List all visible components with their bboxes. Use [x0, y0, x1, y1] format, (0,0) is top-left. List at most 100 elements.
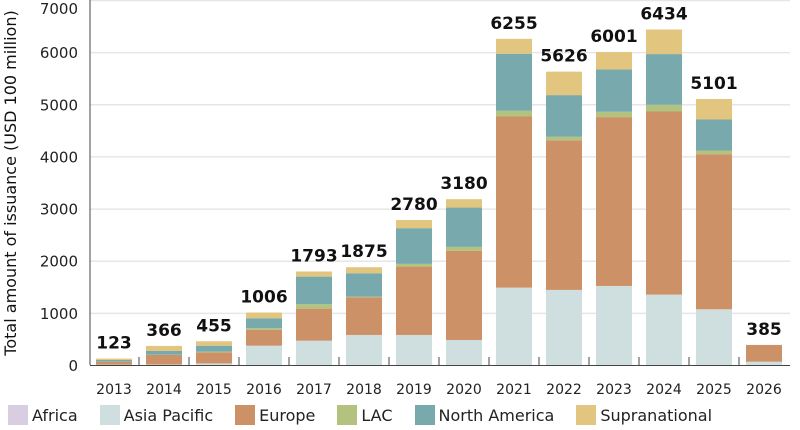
bar-asia-pacific: [596, 285, 632, 365]
bar-lac: [496, 110, 532, 117]
legend-item: Asia Pacific: [99, 405, 214, 425]
x-tick-label: 2014: [146, 382, 182, 398]
bar-asia-pacific: [146, 364, 182, 365]
bar-supranational: [296, 271, 332, 277]
x-tick-label: 2013: [96, 382, 132, 398]
x-tick-label: 2022: [546, 382, 582, 398]
legend: Africa Asia Pacific Europe LAC North America…: [8, 405, 734, 425]
bar-supranational: [246, 312, 282, 319]
bar-europe: [546, 140, 582, 290]
bar-europe: [446, 250, 482, 340]
total-label: 6255: [490, 14, 537, 34]
x-tick-label: 2021: [496, 382, 532, 398]
y-axis-title: Total amount of issuance (USD 100 millio…: [1, 10, 20, 356]
total-label: 123: [96, 334, 132, 354]
bar-supranational: [446, 199, 482, 208]
total-label: 5626: [540, 47, 587, 67]
bar-supranational: [146, 345, 182, 351]
bar-north-america: [346, 273, 382, 297]
bar-supranational: [696, 99, 732, 120]
bar-asia-pacific: [446, 339, 482, 365]
bar-europe: [196, 352, 232, 364]
total-label: 3180: [440, 174, 487, 194]
bar-north-america: [646, 54, 682, 105]
bar-lac: [646, 104, 682, 112]
bar-asia-pacific: [396, 334, 432, 365]
total-label: 6001: [590, 27, 637, 47]
x-tick-label: 2023: [596, 382, 632, 398]
legend-item: Europe: [235, 405, 315, 425]
bar-lac: [296, 304, 332, 309]
bar-supranational: [546, 71, 582, 96]
y-tick-label: 0: [68, 357, 78, 375]
bar-north-america: [146, 350, 182, 355]
legend-label: Europe: [259, 405, 316, 425]
legend-item: LAC: [337, 405, 393, 425]
bar-asia-pacific: [496, 287, 532, 365]
bar-lac: [596, 111, 632, 118]
y-tick-label: 4000: [40, 148, 78, 166]
bar-asia-pacific: [346, 334, 382, 365]
bar-europe: [596, 117, 632, 286]
y-tick-label: 6000: [40, 44, 78, 62]
bar-supranational: [346, 267, 382, 274]
bar-north-america: [246, 318, 282, 329]
total-label: 455: [196, 316, 232, 336]
total-label: 1006: [240, 288, 287, 308]
y-tick-label: 2000: [40, 253, 78, 271]
bar-europe: [296, 308, 332, 341]
bar-europe: [746, 344, 782, 362]
bar-europe: [396, 266, 432, 335]
bars: [96, 29, 782, 365]
bar-lac: [546, 136, 582, 141]
legend-swatch: [8, 405, 28, 425]
legend-label: Asia Pacific: [123, 405, 214, 425]
bar-europe: [146, 354, 182, 365]
bar-supranational: [96, 358, 132, 360]
x-tick-label: 2016: [246, 382, 282, 398]
bar-north-america: [196, 345, 232, 352]
legend-swatch: [576, 405, 597, 425]
legend-swatch: [235, 405, 256, 425]
bar-lac: [346, 296, 382, 298]
bar-europe: [696, 154, 732, 310]
bar-asia-pacific: [196, 363, 232, 365]
bar-supranational: [496, 38, 532, 54]
legend-item: Africa: [8, 405, 78, 425]
x-tick-label: 2019: [396, 382, 432, 398]
x-tick-label: 2018: [346, 382, 382, 398]
legend-label: North America: [438, 405, 555, 425]
x-tick-label: 2017: [296, 382, 332, 398]
total-label: 6434: [640, 5, 687, 25]
bar-supranational: [596, 52, 632, 70]
bar-supranational: [646, 29, 682, 55]
bar-supranational: [196, 341, 232, 346]
bar-north-america: [496, 53, 532, 111]
bar-europe: [96, 361, 132, 365]
bar-asia-pacific: [296, 340, 332, 365]
bar-north-america: [596, 69, 632, 112]
stacked-bar-chart: 0 1000 2000 3000 4000 5000 6000 7000 123 2013 366 2…: [1, 0, 790, 398]
bar-north-america: [696, 119, 732, 151]
bar-asia-pacific: [746, 361, 782, 365]
y-tick-label: 3000: [40, 201, 78, 219]
legend-swatch: [337, 405, 358, 425]
legend-label: LAC: [361, 405, 393, 425]
bar-europe: [346, 297, 382, 335]
bar-asia-pacific: [546, 289, 582, 365]
bar-north-america: [96, 359, 132, 362]
gridlines: [90, 0, 790, 315]
bar-europe: [646, 111, 682, 295]
bar-asia-pacific: [246, 345, 282, 365]
y-tick-label: 7000: [40, 0, 78, 18]
total-label: 385: [746, 320, 782, 340]
total-label: 5101: [690, 74, 737, 94]
total-label: 2780: [390, 195, 437, 215]
bar-europe: [496, 116, 532, 288]
bar-lac: [696, 150, 732, 155]
bar-asia-pacific: [696, 309, 732, 365]
bar-lac: [246, 328, 282, 330]
bar-asia-pacific: [646, 294, 682, 365]
bar-europe: [246, 329, 282, 346]
legend-label: Supranational: [600, 405, 713, 425]
